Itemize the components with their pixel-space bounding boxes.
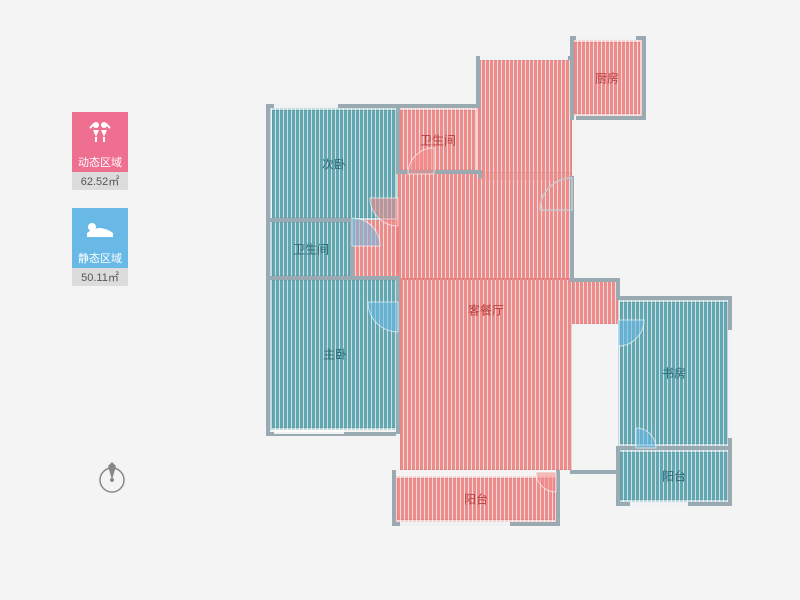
wall — [266, 276, 400, 280]
wall — [616, 296, 732, 300]
room-label-balcony2: 阳台 — [662, 468, 686, 485]
legend-static-label: 静态区域 — [72, 248, 128, 268]
wall — [616, 278, 620, 298]
wall — [570, 36, 574, 120]
room-label-bath2: 卫生间 — [293, 241, 329, 258]
room-label-bath1: 卫生间 — [420, 132, 456, 149]
legend-dynamic: 动态区域 62.52㎡ — [72, 112, 128, 190]
wall — [350, 218, 354, 278]
window — [576, 36, 636, 40]
window — [480, 56, 568, 60]
wall — [396, 276, 400, 434]
wall — [616, 446, 620, 506]
room-living — [478, 60, 572, 180]
window — [630, 502, 688, 506]
window — [400, 522, 510, 526]
room-label-master: 主卧 — [323, 346, 347, 363]
sleep-icon — [72, 208, 128, 248]
legend-static: 静态区域 50.11㎡ — [72, 208, 128, 286]
window — [728, 330, 732, 438]
wall — [570, 470, 618, 474]
wall — [556, 470, 560, 526]
wall — [396, 104, 400, 174]
wall — [576, 116, 646, 120]
room-living — [352, 220, 398, 278]
wall — [570, 176, 574, 282]
room-label-balcony1: 阳台 — [464, 491, 488, 508]
window — [274, 430, 344, 434]
room-label-kitchen: 厨房 — [595, 70, 619, 87]
wall — [392, 470, 396, 526]
wall — [642, 36, 646, 120]
wall — [396, 170, 478, 174]
room-living — [572, 280, 618, 324]
compass-icon — [92, 456, 132, 496]
room-label-sec-bed: 次卧 — [322, 156, 346, 173]
legend-dynamic-label: 动态区域 — [72, 152, 128, 172]
room-label-study: 书房 — [662, 365, 686, 382]
people-icon — [72, 112, 128, 152]
wall — [478, 170, 482, 178]
room-label-living: 客餐厅 — [468, 302, 504, 319]
wall — [476, 56, 480, 108]
room-living — [398, 172, 572, 280]
window — [274, 104, 338, 108]
legend-static-value: 50.11㎡ — [72, 268, 128, 286]
wall — [616, 446, 732, 450]
legend-dynamic-value: 62.52㎡ — [72, 172, 128, 190]
wall — [266, 104, 270, 436]
wall — [570, 278, 620, 282]
wall — [266, 218, 354, 222]
